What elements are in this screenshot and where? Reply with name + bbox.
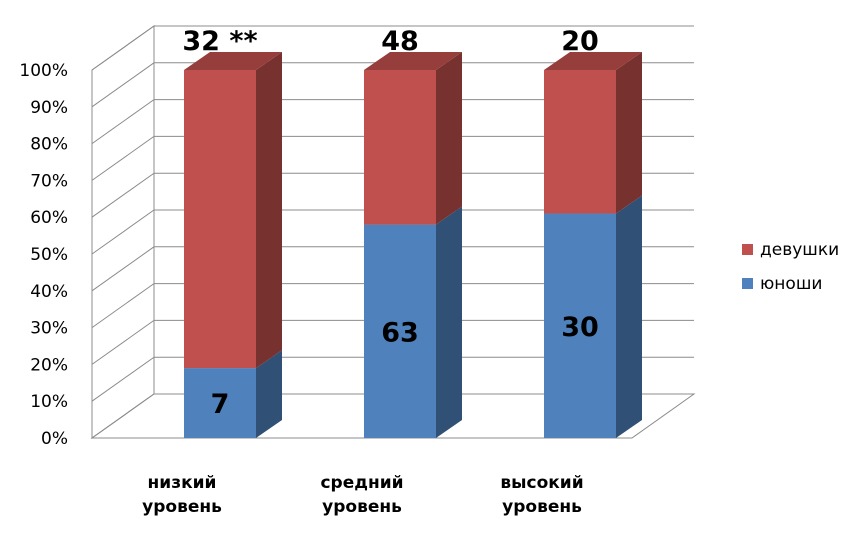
bar-front	[364, 224, 436, 438]
x-axis-categories: низкий уровень средний уровень высокий уровен…	[142, 473, 583, 517]
legend-item: девушки	[742, 240, 839, 260]
legend-label: юноши	[760, 274, 822, 294]
y-tick-label: 100%	[19, 61, 68, 81]
legend-item: юноши	[742, 274, 822, 294]
gridline	[91, 283, 694, 329]
bar-segment-юноши	[364, 206, 462, 438]
gridline	[91, 62, 694, 108]
bar-side	[256, 350, 282, 438]
y-tick-label: 90%	[30, 98, 68, 118]
bar-segment-девушки	[184, 52, 282, 369]
y-tick-label: 40%	[30, 282, 68, 302]
bar-front	[544, 70, 616, 214]
y-tick-label: 0%	[41, 429, 68, 449]
bar-side	[436, 52, 462, 225]
bar-segment-девушки	[364, 52, 462, 225]
y-tick-label: 50%	[30, 245, 68, 265]
gridline	[91, 135, 694, 181]
gridline	[91, 319, 694, 365]
bar-segment-юноши	[544, 195, 642, 438]
bar-front	[544, 213, 616, 438]
data-label: 48	[381, 26, 419, 57]
bar-segment-юноши	[184, 350, 282, 438]
legend-swatch	[742, 278, 753, 289]
y-tick-label: 30%	[30, 319, 68, 339]
gridlines	[91, 25, 694, 439]
bar-side	[436, 206, 462, 438]
bar-side	[616, 52, 642, 214]
x-category-label: низкий уровень	[142, 473, 222, 517]
bar-top	[544, 52, 642, 70]
bar-front	[184, 70, 256, 369]
bar-segment-девушки	[544, 52, 642, 214]
y-tick-label: 80%	[30, 135, 68, 155]
bar-top	[184, 52, 282, 70]
data-label: 30	[561, 312, 599, 343]
gridline	[91, 356, 694, 402]
legend-label: девушки	[760, 240, 839, 260]
bar-front	[364, 70, 436, 225]
x-category-label: средний уровень	[320, 473, 403, 517]
y-tick-label: 60%	[30, 208, 68, 228]
gridline	[91, 172, 694, 218]
bars: 7 32 ** 63 48 30 20	[182, 26, 642, 438]
bar-front	[184, 368, 256, 438]
y-tick-label: 10%	[30, 392, 68, 412]
bar-side	[616, 195, 642, 438]
gridline	[91, 209, 694, 255]
gridline	[91, 25, 694, 71]
x-category-label: высокий уровень	[500, 473, 583, 517]
legend: девушки юноши	[742, 240, 839, 294]
gridline	[91, 246, 694, 292]
data-label: 20	[561, 26, 599, 57]
bar-top	[364, 52, 462, 70]
data-label: 32 **	[182, 26, 257, 57]
y-tick-label: 20%	[30, 355, 68, 375]
legend-swatch	[742, 244, 753, 255]
y-axis-ticks: 0% 10% 20% 30% 40% 50% 60% 70% 80% 90% 100%	[19, 61, 68, 449]
gridline	[91, 99, 694, 145]
data-label: 63	[381, 317, 419, 348]
gridline	[91, 393, 694, 439]
data-label: 7	[211, 389, 230, 420]
bar-side	[256, 52, 282, 369]
y-tick-label: 70%	[30, 171, 68, 191]
